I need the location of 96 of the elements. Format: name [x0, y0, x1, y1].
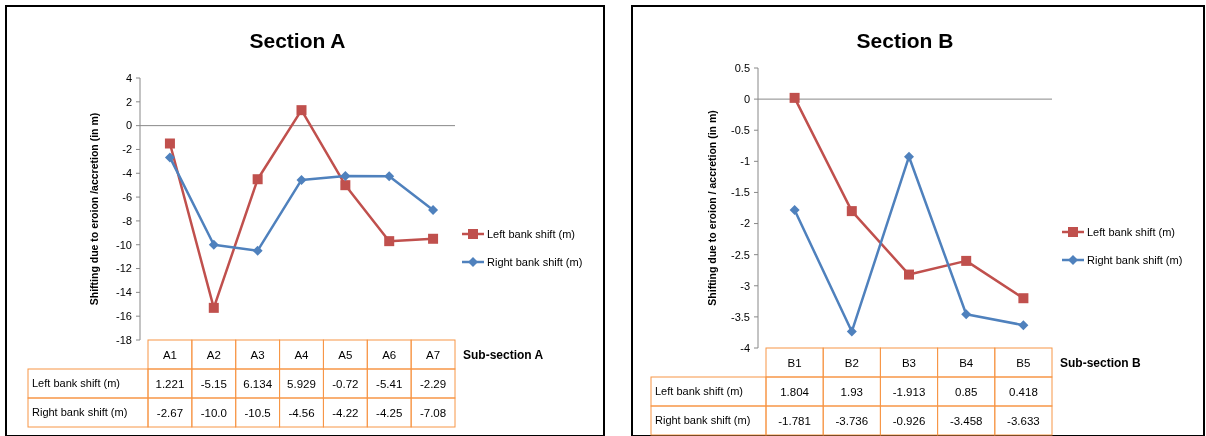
data-label: -10.5	[244, 406, 271, 419]
point	[428, 233, 439, 244]
data-label: -3.633	[1007, 414, 1040, 427]
y-tick-label: -4	[740, 341, 750, 354]
x-tick-label: B5	[1016, 356, 1031, 369]
y-tick-label: 0	[125, 119, 132, 132]
data-label: -7.08	[419, 406, 447, 419]
y-tick-label: -2	[740, 217, 750, 230]
point	[208, 239, 219, 250]
legend-label: Left bank shift (m)	[1087, 225, 1176, 238]
point	[789, 92, 800, 103]
y-tick-label: -3	[740, 279, 750, 292]
point	[252, 245, 263, 256]
point	[846, 326, 857, 337]
text: 1.221	[155, 377, 185, 390]
text: 5.929	[287, 377, 316, 390]
data-label: -4.56	[288, 406, 315, 419]
y-tick-label: -16	[116, 310, 132, 323]
x-tick-label: A4	[294, 348, 310, 361]
data-label: -4.22	[332, 406, 359, 419]
x-tick-label: B1	[787, 356, 802, 369]
y-axis-title: Shifting due to eroion / accretion (in m)	[706, 110, 718, 306]
text: 1.804	[780, 385, 810, 398]
point	[1018, 293, 1029, 304]
text: Right bank shift (m)	[655, 414, 751, 427]
x-tick-label: A3	[250, 348, 265, 361]
y-tick-label: -18	[116, 333, 132, 346]
x-tick-label: A2	[206, 348, 221, 361]
point	[296, 105, 307, 116]
y-tick-label: -12	[116, 262, 132, 275]
text: -5.41	[376, 377, 403, 390]
x-axis-title: Sub-section B	[1060, 355, 1142, 370]
y-tick-label: -1	[740, 155, 750, 168]
text: 0.418	[1009, 385, 1038, 398]
x-tick-label: A5	[338, 348, 353, 361]
point	[904, 269, 914, 280]
data-label: -0.926	[892, 414, 926, 427]
y-tick-label: 0	[743, 92, 750, 105]
text: Right bank shift (m)	[32, 406, 128, 419]
data-label: -4.25	[376, 406, 403, 419]
point	[961, 255, 972, 266]
x-tick-label: A7	[426, 348, 441, 361]
chart-title: Section A	[249, 29, 346, 52]
point	[340, 170, 351, 181]
y-tick-label: -6	[122, 190, 132, 203]
x-tick-label: A1	[162, 348, 177, 361]
y-tick-label: -14	[116, 286, 132, 299]
point	[208, 302, 219, 313]
legend-label: Right bank shift (m)	[1087, 253, 1183, 266]
y-tick-label: 0.5	[734, 61, 750, 74]
point	[252, 174, 263, 185]
point	[164, 138, 175, 149]
x-axis-title: Sub-section A	[463, 347, 544, 362]
text: 0.85	[955, 385, 978, 398]
point	[846, 206, 857, 217]
text: -1.913	[892, 385, 926, 398]
y-tick-label: -2.5	[731, 248, 750, 261]
data-label: -10.0	[200, 406, 227, 419]
data-label: -3.458	[949, 414, 983, 427]
point	[961, 309, 972, 320]
text: Left bank shift (m)	[32, 377, 121, 390]
data-label: -3.736	[835, 414, 869, 427]
point	[340, 180, 351, 191]
x-tick-label: B4	[959, 356, 974, 369]
text: -2.29	[419, 377, 447, 390]
x-tick-label: B3	[901, 356, 917, 369]
y-tick-label: -3.5	[731, 310, 750, 323]
text: 1.93	[840, 385, 863, 398]
point	[1018, 320, 1029, 331]
x-tick-label: A6	[382, 348, 397, 361]
legend-label: Right bank shift (m)	[487, 255, 583, 268]
y-tick-label: -8	[122, 214, 132, 227]
text: Left bank shift (m)	[655, 385, 744, 398]
point	[789, 204, 800, 215]
legend-label: Left bank shift (m)	[487, 227, 576, 240]
point	[384, 171, 395, 182]
data-label: -1.781	[778, 414, 811, 427]
y-axis-title: Shifting due to eroion /accretion (in m)	[88, 112, 100, 306]
text: 6.134	[243, 377, 273, 390]
x-tick-label: B2	[844, 356, 859, 369]
point	[296, 174, 307, 185]
chart-title: Section B	[856, 29, 954, 52]
text: -0.72	[332, 377, 359, 390]
y-tick-label: -2	[122, 143, 132, 156]
data-label: -2.67	[156, 406, 184, 419]
y-tick-label: 2	[125, 95, 132, 108]
point	[384, 236, 395, 247]
y-tick-label: -1.5	[731, 186, 750, 199]
point	[428, 204, 439, 215]
y-tick-label: -4	[122, 167, 132, 180]
y-tick-label: -0.5	[731, 124, 750, 137]
point	[164, 152, 175, 163]
text: -5.15	[200, 377, 227, 390]
y-tick-label: 4	[125, 71, 132, 84]
point	[904, 151, 914, 162]
y-tick-label: -10	[116, 238, 132, 251]
